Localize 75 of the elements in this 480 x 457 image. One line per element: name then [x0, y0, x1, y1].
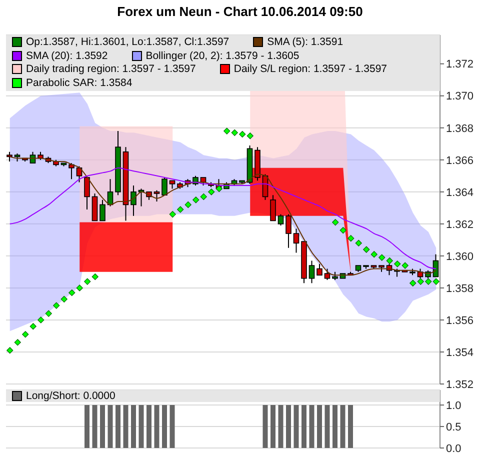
y-tick-label: 1.354 [446, 346, 474, 359]
legend-label: Parabolic SAR: 1.3584 [26, 76, 132, 88]
candlestick [100, 199, 106, 222]
point [340, 227, 346, 234]
point [378, 254, 386, 261]
point [216, 185, 222, 192]
point [192, 196, 200, 204]
candlestick [270, 194, 276, 222]
candlestick [316, 263, 322, 276]
y-tick-label: 1.364 [446, 186, 474, 199]
legend-label: Daily trading region: 1.3597 - 1.3597 [26, 63, 196, 75]
point [177, 206, 184, 213]
point [92, 273, 98, 280]
candlestick [293, 228, 300, 254]
y-tick-label: 1.366 [446, 154, 474, 167]
point [169, 211, 176, 218]
y-tick-label: 1.372 [446, 58, 474, 71]
point [14, 339, 21, 346]
chart-title: Forex um Neun - Chart 10.06.2014 09:50 [116, 4, 364, 19]
point [22, 331, 29, 338]
y-tick-label: 1.368 [446, 122, 474, 135]
legend-label: SMA (5): 1.3591 [267, 36, 344, 48]
candlestick [324, 268, 330, 280]
candlestick [162, 176, 168, 196]
point [6, 347, 14, 354]
y-tick-label: 1.352 [446, 378, 474, 391]
candlestick [76, 166, 82, 183]
point [208, 188, 215, 196]
point [76, 284, 83, 292]
candlestick [130, 184, 136, 216]
y-tick-label: 1.356 [446, 314, 474, 327]
point [184, 201, 192, 208]
candlestick [68, 162, 74, 180]
candlestick [286, 214, 292, 248]
point [370, 251, 378, 258]
point [239, 130, 246, 138]
point [332, 219, 339, 226]
y-tick-label: 1.358 [446, 282, 474, 295]
point [402, 262, 408, 269]
legend-label: Long/Short: 0.0000 [26, 390, 116, 402]
point [45, 310, 52, 317]
y-tick-label: 1.362 [446, 218, 474, 231]
point [224, 128, 230, 134]
point [53, 302, 60, 309]
point [84, 278, 91, 285]
y-tick-label: 1.370 [446, 90, 474, 103]
y-tick-label: 0.0 [446, 442, 462, 455]
point [386, 257, 393, 264]
point [432, 278, 440, 285]
legend-label: Op:1.3587, Hi:1.3601, Lo:1.3587, Cl:1.3597 [26, 36, 230, 48]
point [425, 278, 432, 285]
point [30, 323, 36, 330]
point [200, 193, 207, 200]
y-tick-label: 1.0 [446, 400, 462, 412]
point [355, 240, 362, 246]
legend-label: Bollinger (20, 2): 1.3579 - 1.3605 [146, 50, 300, 62]
point [363, 246, 370, 253]
point [231, 129, 238, 136]
point [38, 316, 44, 324]
y-tick-label: 0.5 [446, 421, 462, 434]
point [417, 278, 424, 285]
candlestick [154, 190, 160, 202]
candlestick [84, 175, 90, 210]
y-tick-label: 1.360 [446, 250, 474, 263]
point [348, 235, 354, 242]
point [246, 132, 254, 140]
point [68, 289, 76, 296]
candlestick [6, 151, 12, 162]
legend-label: Daily S/L region: 1.3597 - 1.3597 [234, 63, 388, 75]
point [394, 260, 401, 268]
candlestick [308, 260, 315, 284]
legend-label: SMA (20): 1.3592 [26, 50, 108, 62]
point [60, 296, 68, 302]
candlestick [278, 214, 284, 226]
point [410, 280, 416, 286]
